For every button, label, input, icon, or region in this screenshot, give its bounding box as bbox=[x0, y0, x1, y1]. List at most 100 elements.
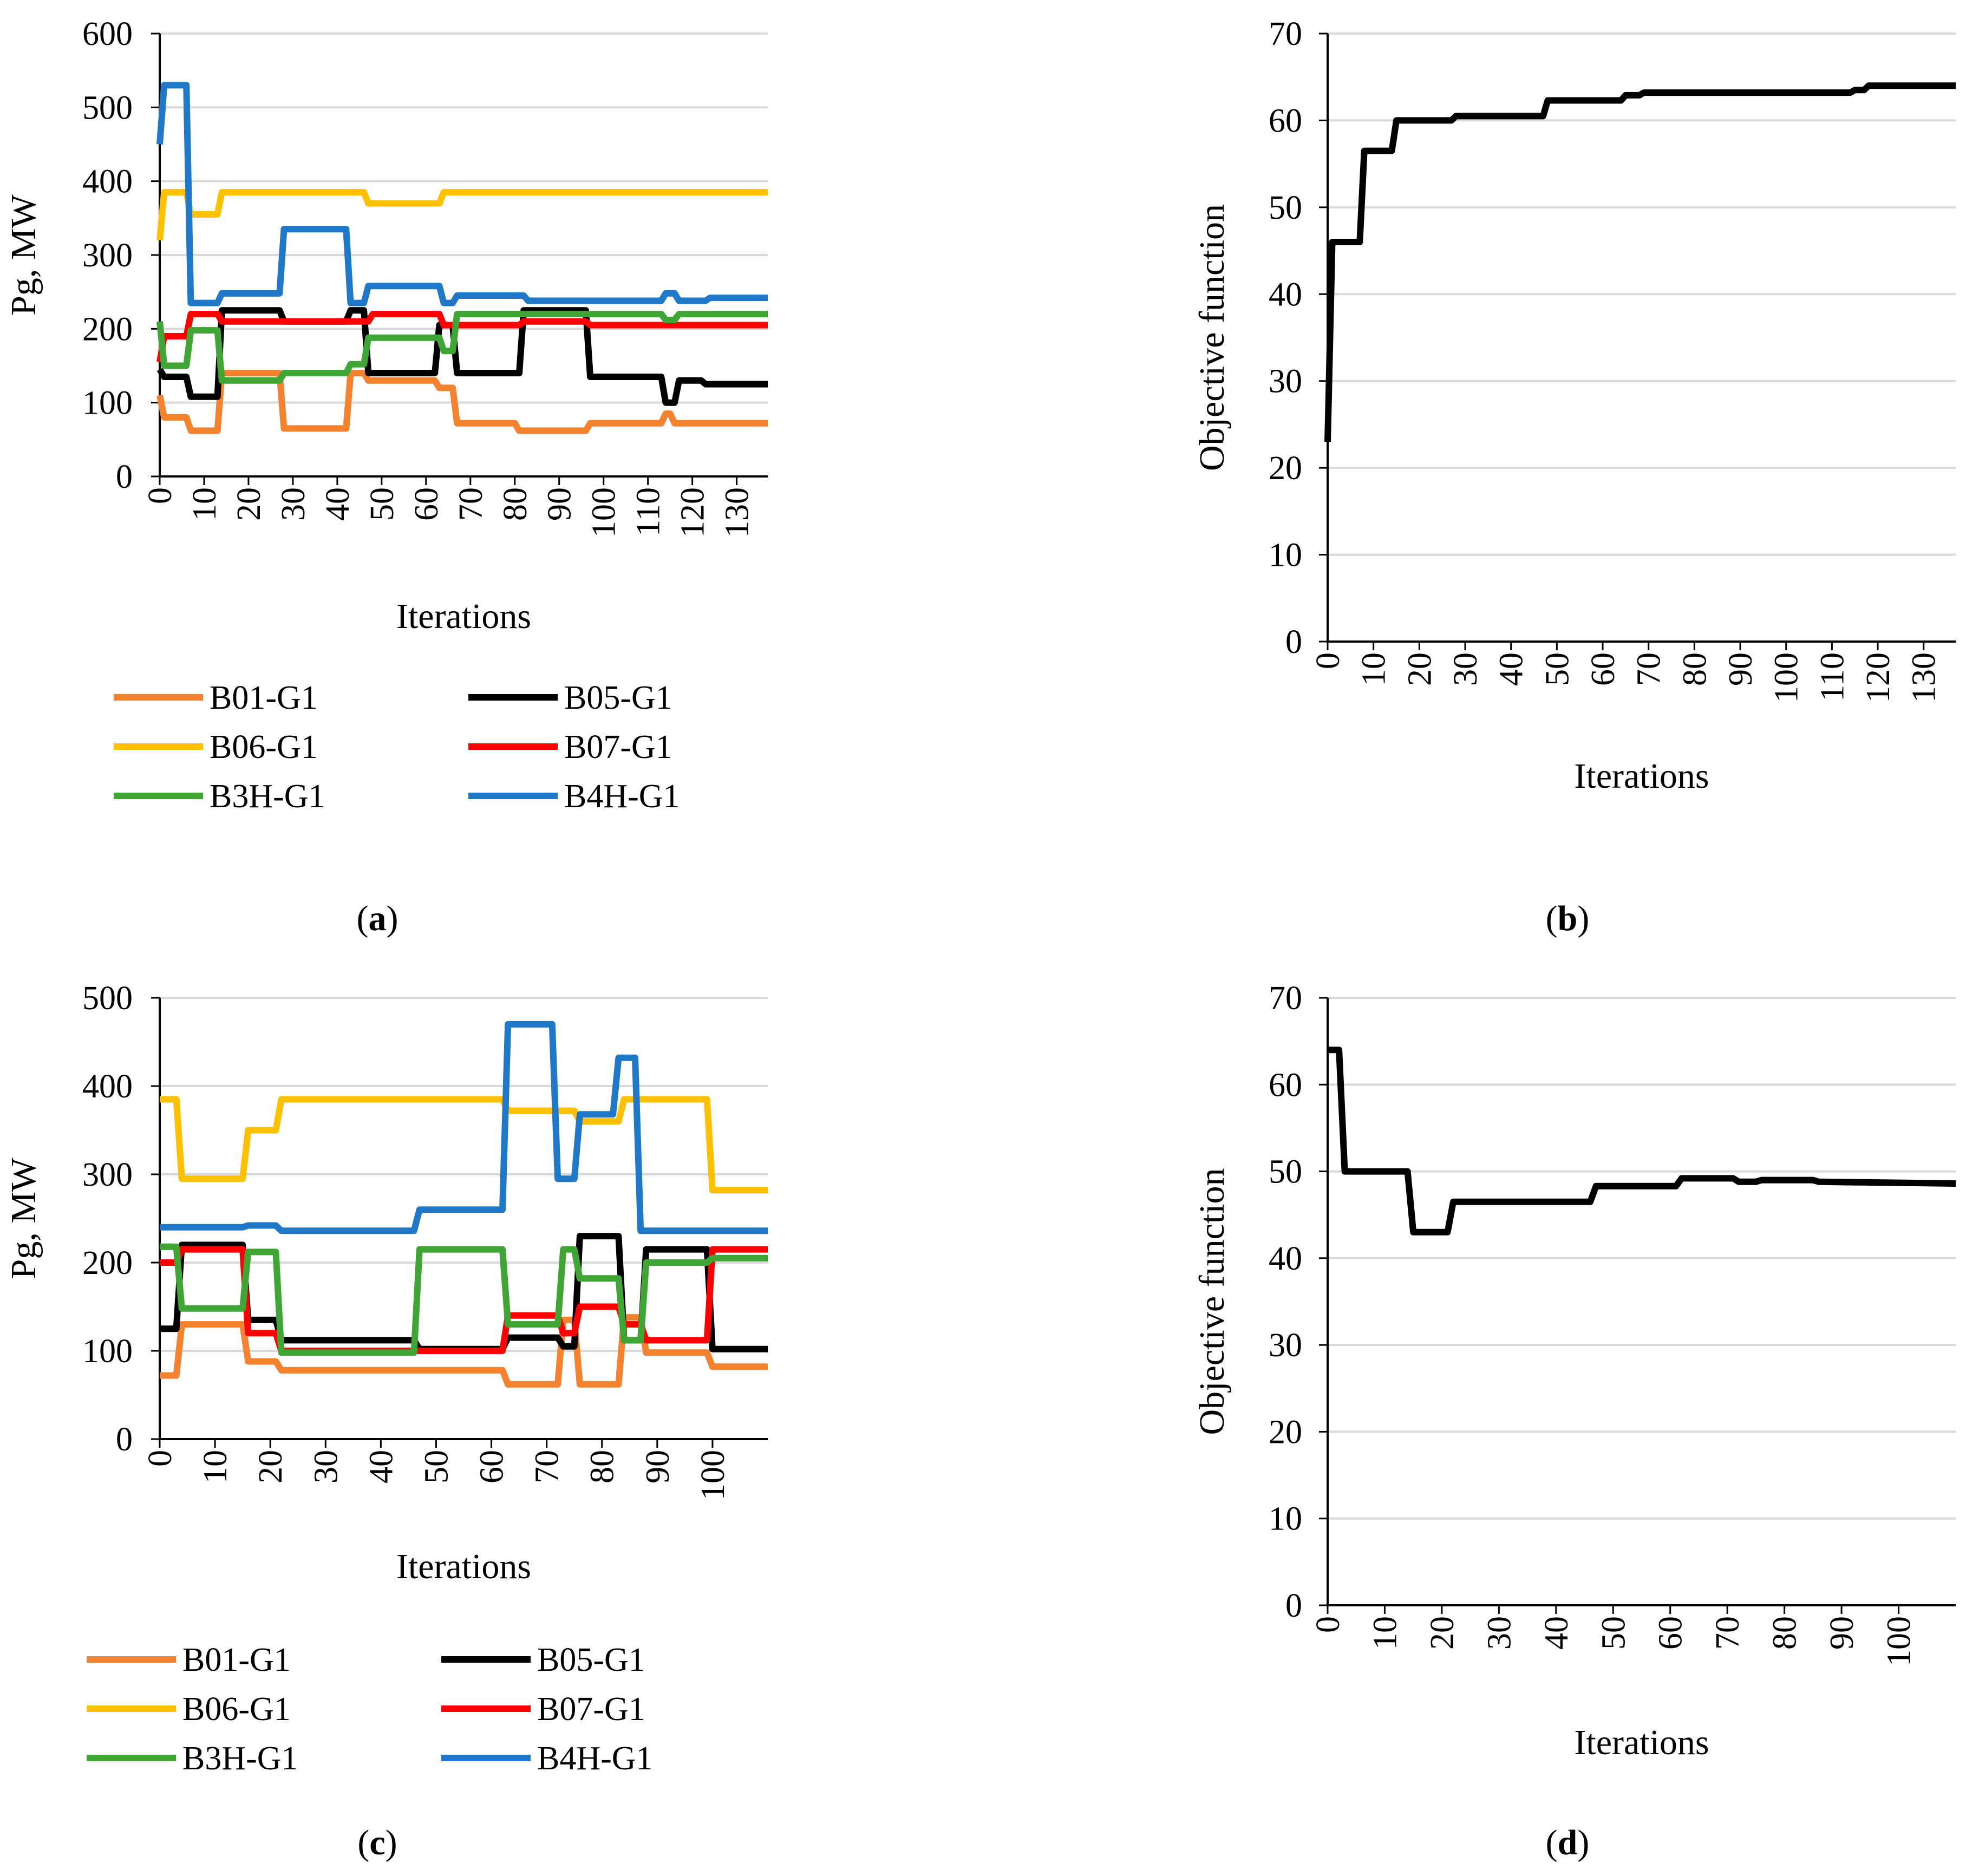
x-tick-label-d: 90 bbox=[1824, 1616, 1860, 1650]
x-tick-label-d: 70 bbox=[1709, 1616, 1746, 1650]
x-tick-label-b: 50 bbox=[1539, 652, 1576, 686]
y-tick-label-d: 10 bbox=[1269, 1501, 1302, 1538]
y-axis-title-b: Objective function bbox=[1192, 204, 1232, 471]
chart-c: 0 100 200 300 400 500 0 10 20 30 40 50 60 70 80 90 100 It… bbox=[4, 980, 768, 1777]
x-tick-label-b: 10 bbox=[1356, 652, 1393, 686]
x-tick-label-c: 20 bbox=[252, 1450, 289, 1483]
series-line-a-b4h-g1 bbox=[156, 82, 768, 306]
legend-label-b07-g1: B07-G1 bbox=[564, 729, 672, 766]
caption-b: (b) bbox=[1546, 899, 1590, 938]
x-tick-label-a: 70 bbox=[453, 487, 489, 521]
series-line-a-b01-g1 bbox=[156, 370, 768, 434]
y-tick-label-a: 200 bbox=[82, 311, 133, 348]
x-axis-title-a: Iterations bbox=[396, 597, 531, 636]
y-tick-label-c: 300 bbox=[82, 1156, 133, 1193]
caption-d-letter: d bbox=[1558, 1823, 1578, 1862]
x-tick-label-d: 80 bbox=[1767, 1616, 1804, 1650]
x-tick-label-c: 90 bbox=[639, 1450, 676, 1483]
series-line-a-b06-g1 bbox=[156, 189, 768, 241]
x-tick-label-a: 40 bbox=[319, 487, 356, 521]
y-tick-label-b: 40 bbox=[1269, 276, 1302, 313]
series-line-a-b07-g1 bbox=[156, 311, 768, 363]
x-tick-label-a: 0 bbox=[142, 487, 179, 504]
y-tick-label-a: 0 bbox=[116, 459, 133, 495]
y-tick-label-b: 20 bbox=[1269, 450, 1302, 487]
series-line-c-b01-g1 bbox=[160, 1314, 768, 1388]
series-line-b-objective function bbox=[1324, 82, 1956, 442]
x-axis-title-c: Iterations bbox=[396, 1547, 531, 1586]
y-tick-label-a: 400 bbox=[82, 164, 133, 200]
x-tick-label-d: 10 bbox=[1367, 1616, 1403, 1650]
y-tick-label-b: 50 bbox=[1269, 189, 1302, 226]
x-tick-label-b: 120 bbox=[1860, 652, 1897, 703]
series-line-c-b06-g1 bbox=[160, 1096, 768, 1194]
series-line-d-objective function bbox=[1328, 1047, 1956, 1236]
x-tick-label-c: 80 bbox=[584, 1450, 621, 1483]
x-tick-label-b: 80 bbox=[1676, 652, 1713, 686]
x-tick-label-c: 30 bbox=[308, 1450, 344, 1483]
y-tick-label-d: 20 bbox=[1269, 1414, 1302, 1450]
y-tick-label-d: 30 bbox=[1269, 1327, 1302, 1364]
x-tick-label-a: 30 bbox=[275, 487, 312, 521]
y-tick-label-d: 50 bbox=[1269, 1154, 1302, 1191]
y-tick-label-b: 30 bbox=[1269, 363, 1302, 400]
x-tick-label-b: 90 bbox=[1722, 652, 1759, 686]
x-tick-label-c: 50 bbox=[418, 1450, 455, 1483]
x-tick-label-c: 70 bbox=[529, 1450, 566, 1483]
y-tick-label-b: 10 bbox=[1269, 537, 1302, 574]
y-tick-label-b: 60 bbox=[1269, 102, 1302, 139]
chart-d: 0 10 20 30 40 50 60 70 0 10 20 30 40 50 60 70 80 90 100 Ite… bbox=[1192, 980, 1956, 1762]
y-axis-title-d: Objective function bbox=[1192, 1168, 1232, 1435]
x-tick-label-b: 110 bbox=[1814, 652, 1851, 702]
x-tick-label-b: 30 bbox=[1447, 652, 1484, 686]
x-tick-label-b: 40 bbox=[1493, 652, 1530, 686]
legend-label-b4h-g1: B4H-G1 bbox=[564, 778, 680, 815]
caption-c-letter: c bbox=[369, 1823, 385, 1862]
x-tick-label-a: 120 bbox=[675, 487, 711, 538]
x-axis-title-d: Iterations bbox=[1574, 1723, 1709, 1762]
x-tick-label-d: 30 bbox=[1481, 1616, 1518, 1650]
x-tick-label-c: 40 bbox=[363, 1450, 400, 1483]
legend-label-b4h-g1: B4H-G1 bbox=[537, 1740, 653, 1777]
series-line-a-b3h-g1 bbox=[156, 311, 768, 384]
y-tick-label-c: 500 bbox=[82, 980, 133, 1017]
caption-a-letter: a bbox=[369, 899, 387, 938]
y-tick-label-a: 300 bbox=[82, 237, 133, 274]
y-tick-label-c: 400 bbox=[82, 1068, 133, 1105]
x-tick-label-a: 80 bbox=[497, 487, 534, 521]
x-tick-label-d: 0 bbox=[1310, 1616, 1347, 1633]
x-tick-label-b: 70 bbox=[1631, 652, 1668, 686]
y-axis-title-a: Pg, MW bbox=[4, 194, 43, 315]
legend-label-b06-g1: B06-G1 bbox=[210, 729, 318, 766]
x-tick-label-c: 100 bbox=[695, 1450, 731, 1500]
x-tick-label-b: 20 bbox=[1401, 652, 1438, 686]
y-tick-label-d: 60 bbox=[1269, 1067, 1302, 1103]
series-line-c-b3h-g1 bbox=[160, 1243, 768, 1356]
x-tick-label-c: 60 bbox=[474, 1450, 511, 1483]
caption-b-letter: b bbox=[1558, 899, 1578, 938]
y-tick-label-a: 100 bbox=[82, 385, 133, 422]
legend-c: B01-G1 B05-G1 B06-G1 B07-G1 B3H-G1 B4H-G1 bbox=[87, 1642, 653, 1777]
legend-label-b05-g1: B05-G1 bbox=[564, 679, 672, 716]
x-tick-label-a: 100 bbox=[586, 487, 623, 538]
x-tick-label-a: 110 bbox=[630, 487, 667, 537]
x-tick-label-d: 40 bbox=[1538, 1616, 1575, 1650]
legend-label-b01-g1: B01-G1 bbox=[210, 679, 318, 716]
legend-label-b01-g1: B01-G1 bbox=[182, 1642, 291, 1678]
legend-a: B01-G1 B05-G1 B06-G1 B07-G1 B3H-G1 B4H-G1 bbox=[114, 679, 680, 815]
caption-a: (a) bbox=[357, 899, 399, 938]
legend-label-b3h-g1: B3H-G1 bbox=[210, 778, 325, 815]
x-tick-label-d: 20 bbox=[1424, 1616, 1461, 1650]
y-tick-label-c: 0 bbox=[116, 1421, 133, 1458]
legend-label-b07-g1: B07-G1 bbox=[537, 1691, 645, 1728]
x-tick-label-c: 0 bbox=[142, 1450, 179, 1467]
x-tick-label-d: 60 bbox=[1653, 1616, 1689, 1650]
y-tick-label-b: 0 bbox=[1285, 624, 1302, 661]
x-tick-label-d: 100 bbox=[1881, 1616, 1918, 1666]
x-axis-title-b: Iterations bbox=[1574, 756, 1709, 796]
x-tick-label-b: 0 bbox=[1310, 652, 1347, 669]
y-tick-label-a: 600 bbox=[82, 16, 133, 53]
y-tick-label-b: 70 bbox=[1269, 16, 1302, 53]
